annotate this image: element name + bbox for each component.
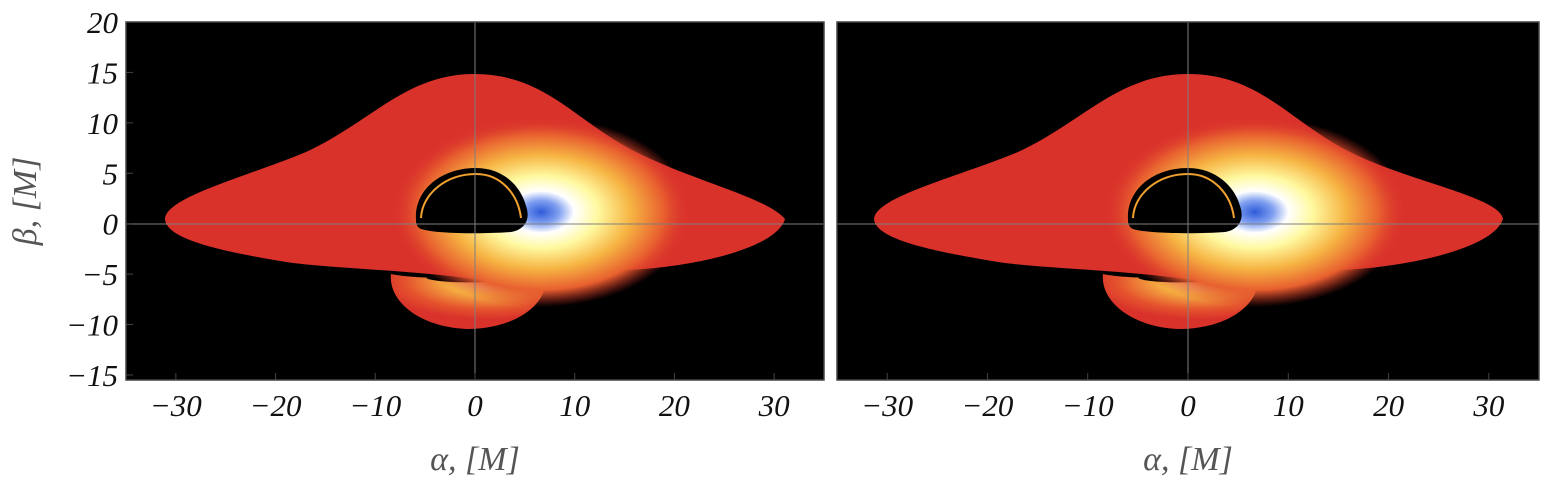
x-tick-label: 30 (1472, 388, 1505, 423)
y-tick-label: −15 (66, 358, 118, 393)
y-ticks-left: 20 15 10 5 0 −5 −10 −15 (66, 5, 133, 393)
x-tick-label: 20 (1373, 388, 1405, 423)
y-tick-label: 10 (87, 106, 119, 141)
x-tick-label: −20 (250, 388, 302, 423)
x-tick-label: −20 (961, 388, 1013, 423)
x-tick-label: 10 (559, 388, 591, 423)
y-tick-label: 15 (87, 55, 118, 90)
y-tick-label: 20 (87, 5, 119, 40)
shadow-left (415, 168, 528, 234)
y-tick-label: 5 (103, 156, 119, 191)
hotspot-left (391, 117, 691, 307)
panel-left: −30 −20 −10 0 10 20 30 20 15 10 5 0 −5 −10 −15 α, [M]… (7, 5, 825, 478)
x-ticks-right: −30 −20 −10 0 10 20 30 (861, 373, 1505, 423)
x-axis-title-left: α, [M] (430, 441, 520, 478)
x-tick-label: −30 (150, 388, 202, 423)
x-tick-label: −10 (349, 388, 401, 423)
x-tick-label: 10 (1273, 388, 1305, 423)
x-tick-label: −30 (861, 388, 913, 423)
x-tick-label: 30 (758, 388, 791, 423)
y-tick-label: −10 (66, 308, 118, 343)
hotspot-right (1103, 117, 1407, 307)
shadow-right (1127, 168, 1242, 234)
x-axis-title-right: α, [M] (1143, 441, 1233, 478)
x-tick-label: 0 (467, 388, 483, 423)
x-tick-label: 20 (659, 388, 691, 423)
y-tick-label: 0 (103, 207, 119, 242)
x-tick-label: 0 (1180, 388, 1196, 423)
panel-right: −30 −20 −10 0 10 20 30 α, [M] (836, 21, 1540, 478)
photon-ring-left (420, 172, 522, 219)
x-tick-label: −10 (1062, 388, 1114, 423)
y-axis-title-left: β, [M] (7, 157, 44, 247)
x-ticks-left: −30 −20 −10 0 10 20 30 (150, 373, 790, 423)
y-tick-label: −5 (82, 257, 118, 292)
